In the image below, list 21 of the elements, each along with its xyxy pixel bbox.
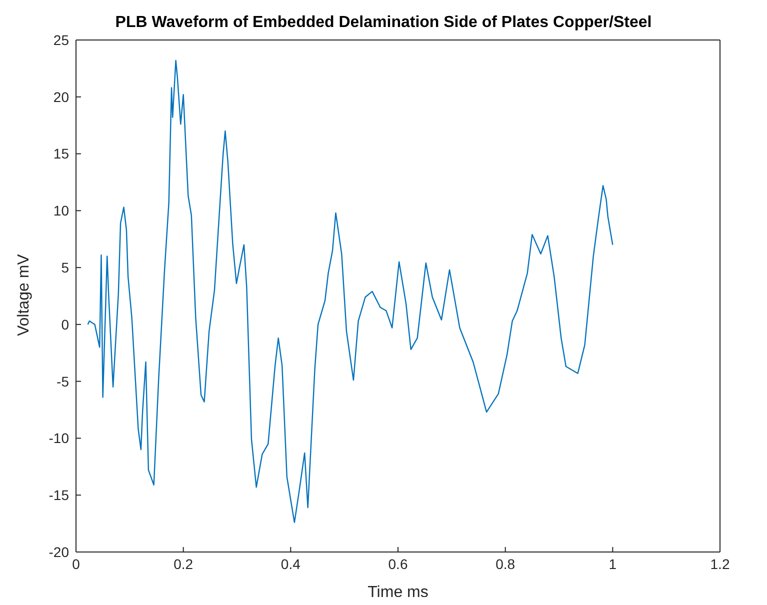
- y-tick-label: -5: [56, 373, 70, 390]
- x-axis-title: Time ms: [368, 584, 428, 601]
- x-tick-label: 1.2: [710, 556, 730, 572]
- x-tick-label: 0: [72, 556, 80, 572]
- line-series: [87, 60, 614, 524]
- y-tick-label: 0: [61, 316, 70, 332]
- x-tick-label: 0.4: [280, 556, 301, 572]
- x-tick-label: 1: [608, 556, 617, 572]
- y-tick-label: 15: [53, 146, 70, 162]
- x-tick-label: 0.2: [174, 556, 194, 572]
- x-tick-label: 0.6: [388, 556, 408, 572]
- x-tick-label: 0.8: [496, 556, 516, 572]
- y-tick-label: 20: [53, 88, 70, 105]
- y-tick-label: -20: [48, 544, 70, 560]
- chart-title: PLB Waveform of Embedded Delamination Side of Plates Copper/Steel: [114, 14, 653, 32]
- y-tick-label: 25: [53, 32, 70, 48]
- y-tick-label: 10: [53, 202, 70, 219]
- y-axis-title: Voltage mV: [16, 254, 33, 336]
- y-tick-label: 5: [61, 260, 70, 276]
- y-tick-label: -15: [48, 487, 70, 504]
- y-tick-label: -10: [48, 430, 70, 446]
